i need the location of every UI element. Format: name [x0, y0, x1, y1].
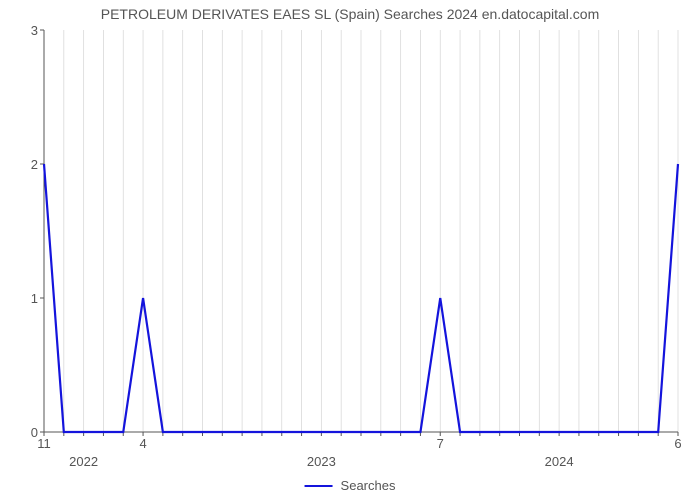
x-year-label: 2022 [69, 454, 98, 469]
legend: Searches [305, 478, 396, 493]
y-tick-label: 0 [8, 425, 38, 440]
x-year-label: 2023 [307, 454, 336, 469]
x-tick-small-label: 7 [437, 436, 444, 451]
x-tick-small-label: 6 [674, 436, 681, 451]
legend-label: Searches [341, 478, 396, 493]
y-tick-label: 1 [8, 291, 38, 306]
chart-plot-area [44, 30, 678, 432]
chart-svg [44, 30, 678, 432]
y-tick-label: 2 [8, 157, 38, 172]
legend-swatch [305, 485, 333, 487]
x-tick-small-label: 4 [139, 436, 146, 451]
x-year-label: 2024 [545, 454, 574, 469]
x-tick-small-label: 11 [37, 436, 51, 451]
chart-title: PETROLEUM DERIVATES EAES SL (Spain) Sear… [0, 6, 700, 22]
y-tick-label: 3 [8, 23, 38, 38]
